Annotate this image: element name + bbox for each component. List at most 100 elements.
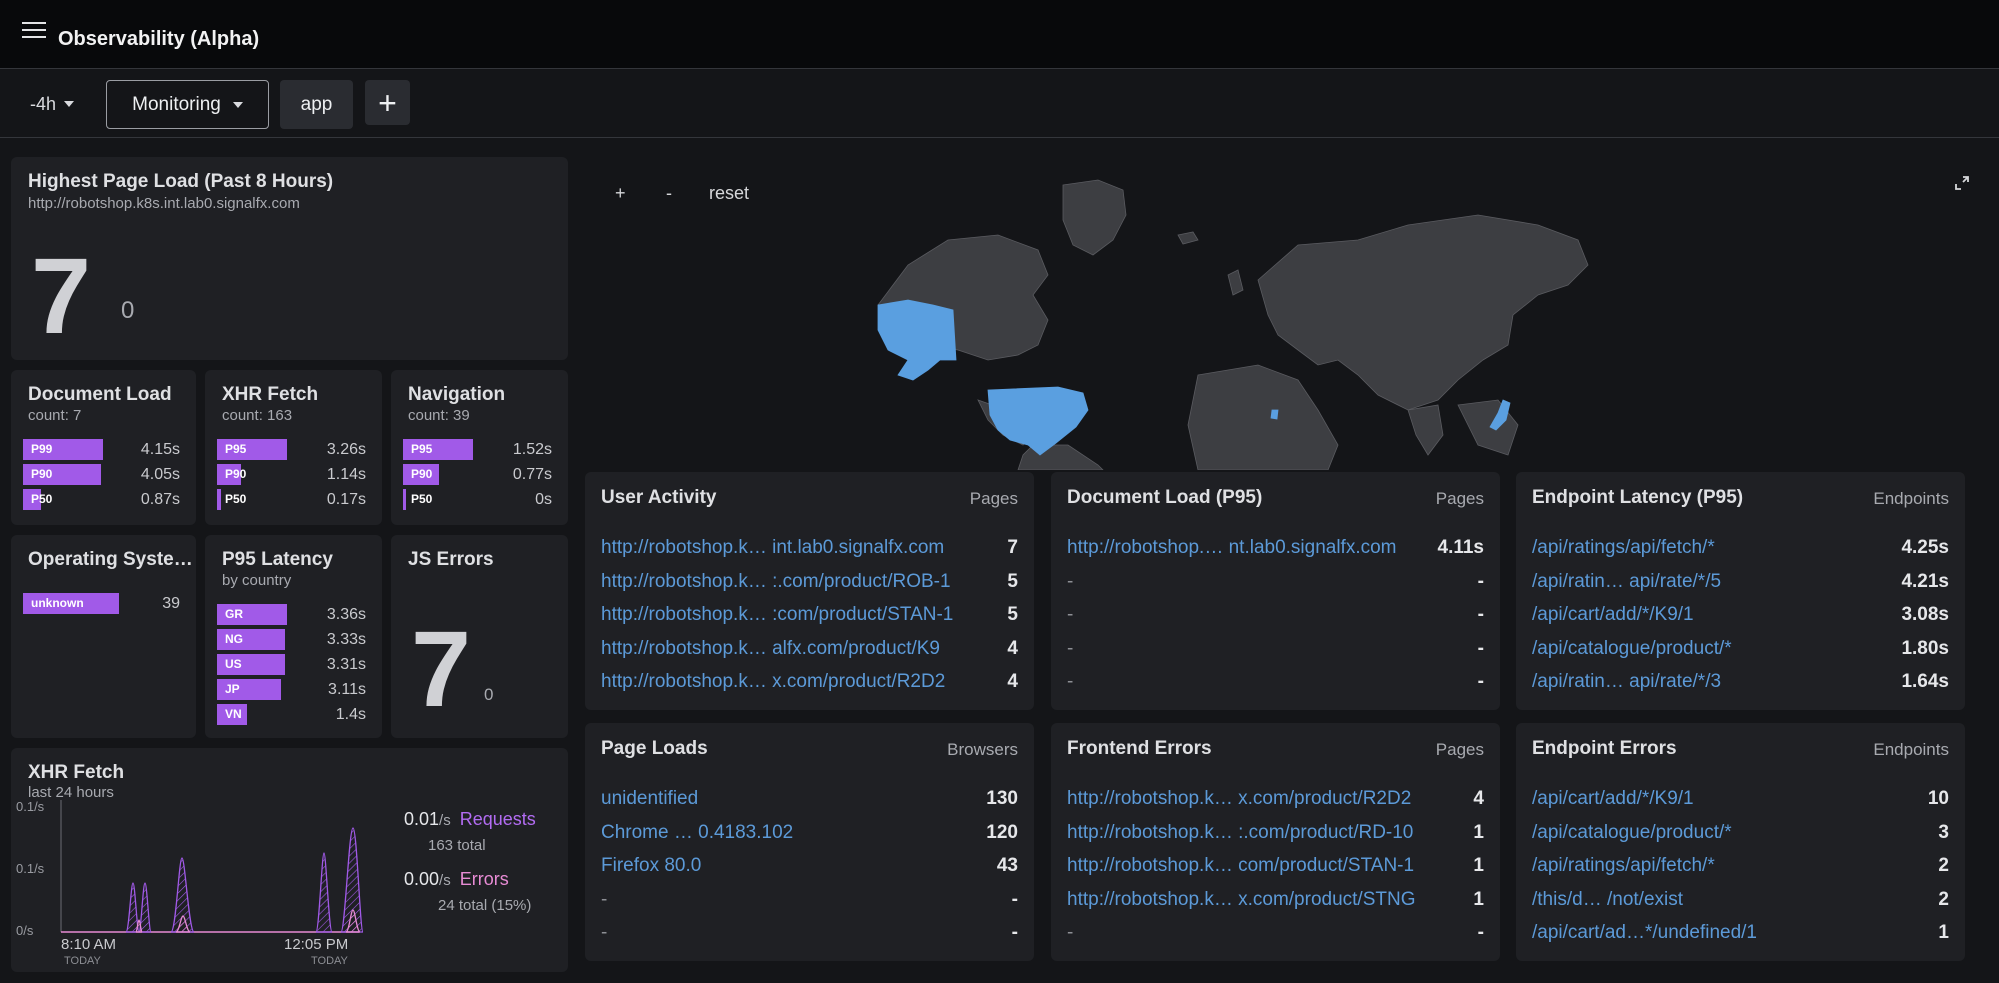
add-filter-button[interactable]: + xyxy=(365,80,410,125)
table-row[interactable]: unidentified 130 xyxy=(601,788,1018,812)
row-name-link[interactable]: /api/catalogue/product/* xyxy=(1532,637,1732,659)
row-name-link[interactable]: http://robotshop.k… com/product/STAN-1 xyxy=(1067,855,1415,876)
row-value: 3 xyxy=(1938,821,1949,843)
row-name-link[interactable]: http://robotshop.… nt.lab0.signalfx.com xyxy=(1067,537,1397,558)
table-row[interactable]: /api/catalogue/product/* 1.80s xyxy=(1532,638,1949,662)
navigation-card: Navigation count: 39 P95 1.52s P90 0.77s P50… xyxy=(391,370,568,525)
card-title: Operating Syste… xyxy=(28,549,193,570)
table-row[interactable]: /api/ratin… api/rate/*/3 1.64s xyxy=(1532,671,1949,695)
table-row[interactable]: /api/ratings/api/fetch/* 4.25s xyxy=(1532,537,1949,561)
row-name-link[interactable]: http://robotshop.k… x.com/product/R2D2 xyxy=(1067,788,1412,809)
time-range-dropdown[interactable]: -4h xyxy=(20,88,84,120)
requests-legend: 0.01/s Requests xyxy=(404,809,536,830)
row-name-link[interactable]: http://robotshop.k… x.com/product/R2D2 xyxy=(601,671,946,692)
row-value: 3.08s xyxy=(1901,604,1949,625)
percentile-bar xyxy=(403,489,406,510)
row-name-link[interactable]: Firefox 80.0 xyxy=(601,855,702,876)
x-tick: 12:05 PM xyxy=(284,936,348,953)
row-name-link[interactable]: http://robotshop.k… alfx.com/product/K9 xyxy=(601,637,941,659)
requests-total: 163 total xyxy=(428,837,486,854)
table-row[interactable]: http://robotshop.k… :com/product/STAN-1 5 xyxy=(601,604,1018,628)
map-alaska xyxy=(877,299,957,381)
zoom-in-button[interactable]: + xyxy=(615,183,626,203)
table-row[interactable]: Chrome … 0.4183.102 120 xyxy=(601,822,1018,846)
table-row[interactable]: Firefox 80.0 43 xyxy=(601,855,1018,879)
secondary-value: 0 xyxy=(121,297,135,324)
table-row[interactable]: http://robotshop.k… x.com/product/R2D2 4 xyxy=(601,671,1018,695)
table-row: -- xyxy=(601,889,1018,913)
table-row[interactable]: http://robotshop.k… :.com/product/RD-10 1 xyxy=(1067,822,1484,846)
percentile-label: P99 xyxy=(31,442,53,456)
percentile-label: P50 xyxy=(225,492,247,506)
card-count: count: 7 xyxy=(28,407,82,424)
card-type-label: Endpoints xyxy=(1873,489,1949,508)
row-value: 1 xyxy=(1473,855,1484,876)
row-name-link: - xyxy=(1067,604,1074,625)
row-name-link[interactable]: /api/ratings/api/fetch/* xyxy=(1532,855,1715,876)
card-type-label: Pages xyxy=(1435,740,1484,759)
percentile-value: 0.77s xyxy=(512,466,552,483)
zoom-out-button[interactable]: - xyxy=(666,183,672,203)
table-row[interactable]: /api/ratin… api/rate/*/5 4.21s xyxy=(1532,571,1949,595)
map-greece xyxy=(1270,409,1279,420)
table-row[interactable]: http://robotshop.k… :.com/product/ROB-1 5 xyxy=(601,571,1018,595)
row-name-link: - xyxy=(601,888,608,910)
table-row[interactable]: /api/cart/add/*/K9/1 10 xyxy=(1532,788,1949,812)
table-row[interactable]: http://robotshop.… nt.lab0.signalfx.com 4… xyxy=(1067,537,1484,561)
row-name-link[interactable]: unidentified xyxy=(601,788,699,809)
table-row[interactable]: /api/cart/ad…*/undefined/1 1 xyxy=(1532,922,1949,946)
row-name-link[interactable]: /api/cart/add/*/K9/1 xyxy=(1532,788,1694,809)
table-row[interactable]: http://robotshop.k… x.com/product/STNG 1 xyxy=(1067,889,1484,913)
row-name-link[interactable]: /api/cart/ad…*/undefined/1 xyxy=(1532,922,1757,943)
dashboard-label: Monitoring xyxy=(132,93,221,115)
row-name-link[interactable]: http://robotshop.k… :com/product/STAN-1 xyxy=(601,604,954,625)
row-name-link[interactable]: Chrome … 0.4183.102 xyxy=(601,821,794,843)
menu-icon[interactable] xyxy=(22,22,46,40)
table-row: -- xyxy=(1067,604,1484,628)
reset-map-button[interactable]: reset xyxy=(709,183,750,203)
frontend-errors-card: Frontend Errors Pages http://robotshop.k… … xyxy=(1051,723,1500,961)
requests-label[interactable]: Requests xyxy=(459,809,536,829)
table-row[interactable]: /api/ratings/api/fetch/* 2 xyxy=(1532,855,1949,879)
world-map[interactable] xyxy=(578,145,1988,470)
card-title: Endpoint Latency (P95) xyxy=(1532,487,1744,508)
card-subtitle: http://robotshop.k8s.int.lab0.signalfx.c… xyxy=(28,195,300,212)
requests-series xyxy=(125,827,364,933)
dashboard-dropdown[interactable]: Monitoring xyxy=(106,80,269,129)
table-row[interactable]: http://robotshop.k… x.com/product/R2D2 4 xyxy=(1067,788,1484,812)
row-name-link[interactable]: /api/ratin… api/rate/*/3 xyxy=(1532,671,1722,692)
percentile-bar xyxy=(217,604,287,625)
row-name-link[interactable]: /api/cart/add/*/K9/1 xyxy=(1532,604,1694,625)
errors-legend: 0.00/s Errors xyxy=(404,869,509,890)
row-value: 10 xyxy=(1927,788,1949,809)
row-value: 5 xyxy=(1007,604,1018,625)
percentile-bar xyxy=(217,704,247,725)
percentile-label: unknown xyxy=(31,596,84,610)
row-value: 130 xyxy=(986,788,1018,809)
row-value: 5 xyxy=(1007,570,1018,592)
row-value: 120 xyxy=(986,821,1018,843)
row-name-link[interactable]: /api/ratin… api/rate/*/5 xyxy=(1532,570,1722,592)
table-row[interactable]: http://robotshop.k… alfx.com/product/K9 4 xyxy=(601,638,1018,662)
card-title: Page Loads xyxy=(601,738,708,759)
percentile-row: P95 1.52s xyxy=(403,439,552,460)
row-name-link[interactable]: http://robotshop.k… :.com/product/RD-10 xyxy=(1067,821,1414,843)
table-row[interactable]: http://robotshop.k… int.lab0.signalfx.co… xyxy=(601,537,1018,561)
filter-chip-app[interactable]: app xyxy=(280,80,353,129)
errors-label[interactable]: Errors xyxy=(459,869,509,889)
row-name-link[interactable]: http://robotshop.k… x.com/product/STNG xyxy=(1067,888,1416,910)
card-title: XHR Fetch xyxy=(28,762,125,783)
row-name-link[interactable]: /api/catalogue/product/* xyxy=(1532,821,1732,843)
row-value: 4.21s xyxy=(1901,570,1949,592)
table-row[interactable]: /api/cart/add/*/K9/1 3.08s xyxy=(1532,604,1949,628)
table-row[interactable]: /api/catalogue/product/* 3 xyxy=(1532,822,1949,846)
row-name-link[interactable]: /api/ratings/api/fetch/* xyxy=(1532,537,1715,558)
table-row[interactable]: http://robotshop.k… com/product/STAN-1 1 xyxy=(1067,855,1484,879)
table-row[interactable]: /this/d… /not/exist 2 xyxy=(1532,889,1949,913)
row-name-link[interactable]: /this/d… /not/exist xyxy=(1532,888,1684,910)
percentile-row: P50 0s xyxy=(403,489,552,510)
row-name-link[interactable]: http://robotshop.k… int.lab0.signalfx.co… xyxy=(601,537,945,558)
percentile-bar xyxy=(217,464,241,485)
row-name-link[interactable]: http://robotshop.k… :.com/product/ROB-1 xyxy=(601,570,951,592)
expand-icon[interactable] xyxy=(1954,175,1970,191)
